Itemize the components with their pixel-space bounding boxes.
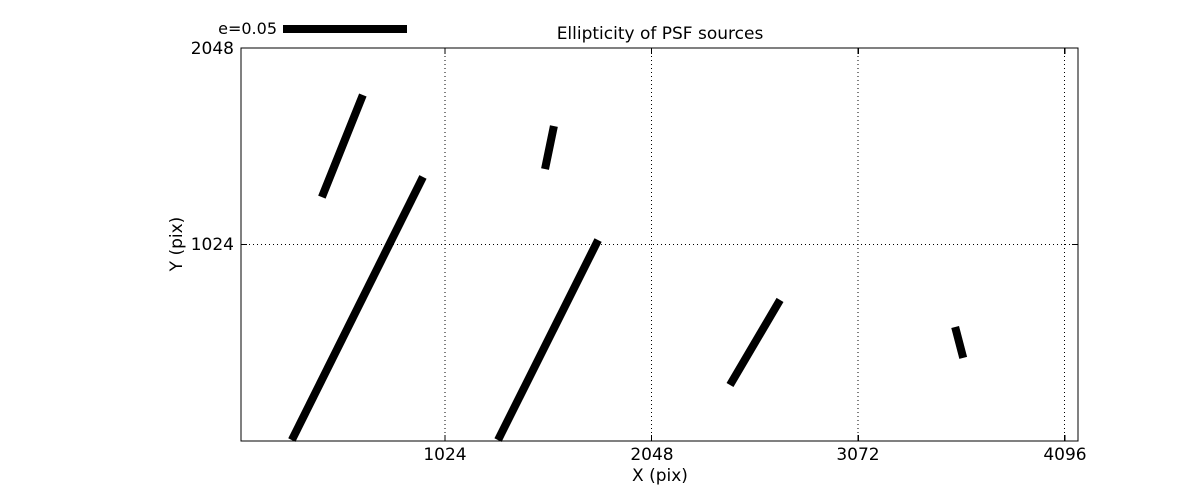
gridlines: [241, 48, 1078, 441]
y-tick-label-1024: 1024: [191, 235, 234, 255]
y-axis-label: Y (pix): [167, 217, 187, 273]
whisker-segment-4: [494, 238, 602, 442]
x-axis-label: X (pix): [632, 466, 688, 486]
whisker-segments: [288, 93, 968, 442]
chart-title: Ellipticity of PSF sources: [557, 24, 764, 44]
tick-marks: [241, 47, 1078, 441]
legend-label: e=0.05: [218, 19, 277, 38]
x-tick-label-3072: 3072: [836, 445, 879, 465]
y-tick-label-2048: 2048: [191, 39, 234, 59]
whisker-segment-5: [726, 297, 784, 387]
whisker-segment-3: [541, 125, 558, 170]
whisker-segment-6: [951, 326, 968, 359]
x-tick-label-4096: 4096: [1043, 445, 1086, 465]
plot-border: [240, 47, 1079, 442]
whisker-segment-1: [318, 93, 367, 199]
whisker-segment-2: [288, 175, 427, 442]
x-tick-label-2048: 2048: [630, 445, 673, 465]
x-tick-label-1024: 1024: [423, 445, 466, 465]
